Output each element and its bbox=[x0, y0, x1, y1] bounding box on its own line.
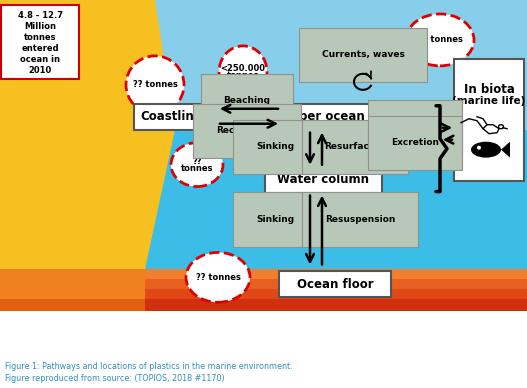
Text: ??: ?? bbox=[192, 157, 202, 166]
Text: Ocean floor: Ocean floor bbox=[297, 278, 373, 291]
Text: ?? tonnes: ?? tonnes bbox=[133, 80, 178, 89]
Ellipse shape bbox=[199, 120, 231, 132]
Text: Million: Million bbox=[24, 23, 56, 31]
Polygon shape bbox=[0, 269, 145, 299]
Text: In biota: In biota bbox=[464, 83, 514, 96]
FancyBboxPatch shape bbox=[134, 104, 216, 130]
Text: tonnes: tonnes bbox=[227, 71, 259, 80]
Polygon shape bbox=[501, 142, 510, 158]
Ellipse shape bbox=[234, 120, 266, 132]
Text: Currents, waves: Currents, waves bbox=[321, 50, 404, 59]
Ellipse shape bbox=[169, 120, 201, 132]
Bar bbox=[0, 0, 527, 130]
Text: Figure 1: Pathways and locations of plastics in the marine environment.: Figure 1: Pathways and locations of plas… bbox=[5, 362, 293, 371]
Text: Coastlines: Coastlines bbox=[141, 110, 209, 123]
Text: Sinking: Sinking bbox=[256, 215, 294, 224]
FancyBboxPatch shape bbox=[265, 104, 382, 130]
Bar bbox=[0, 289, 527, 299]
Text: tonnes: tonnes bbox=[181, 164, 213, 173]
Ellipse shape bbox=[219, 46, 267, 98]
Ellipse shape bbox=[171, 143, 223, 187]
Ellipse shape bbox=[406, 14, 474, 66]
FancyBboxPatch shape bbox=[279, 271, 391, 297]
Ellipse shape bbox=[477, 146, 481, 150]
Bar bbox=[0, 269, 527, 279]
Ellipse shape bbox=[269, 120, 301, 132]
Text: ?? tonnes: ?? tonnes bbox=[196, 273, 240, 282]
Polygon shape bbox=[0, 299, 145, 311]
Text: Ingestion: Ingestion bbox=[391, 122, 439, 131]
Bar bbox=[0, 299, 527, 311]
FancyBboxPatch shape bbox=[265, 166, 382, 192]
Text: entered: entered bbox=[21, 44, 59, 54]
Bar bbox=[0, 130, 527, 299]
Text: Recapturing: Recapturing bbox=[216, 126, 278, 135]
Text: Beaching: Beaching bbox=[223, 96, 270, 105]
FancyBboxPatch shape bbox=[1, 5, 79, 79]
FancyBboxPatch shape bbox=[454, 59, 524, 180]
Text: Water column: Water column bbox=[277, 173, 369, 186]
Text: Resurfacing: Resurfacing bbox=[325, 142, 385, 151]
Text: Figure reproduced from source: (TOPIOS, 2018 #1170): Figure reproduced from source: (TOPIOS, … bbox=[5, 374, 225, 383]
Text: 2010: 2010 bbox=[28, 66, 52, 75]
Text: Upper ocean: Upper ocean bbox=[281, 110, 365, 123]
Text: (marine life): (marine life) bbox=[452, 96, 526, 106]
Ellipse shape bbox=[374, 120, 406, 132]
Text: ocean in: ocean in bbox=[20, 55, 60, 64]
Text: <250.000: <250.000 bbox=[220, 64, 266, 73]
Ellipse shape bbox=[339, 120, 371, 132]
Bar bbox=[0, 279, 527, 289]
Ellipse shape bbox=[471, 142, 501, 158]
Text: tonnes: tonnes bbox=[24, 33, 56, 42]
Ellipse shape bbox=[186, 253, 250, 302]
Ellipse shape bbox=[126, 56, 184, 114]
Text: Resuspension: Resuspension bbox=[325, 215, 395, 224]
Text: 4.8 - 12.7: 4.8 - 12.7 bbox=[17, 12, 63, 21]
Text: ?? tonnes: ?? tonnes bbox=[417, 35, 462, 44]
Ellipse shape bbox=[304, 120, 336, 132]
Polygon shape bbox=[0, 0, 175, 269]
Text: Sinking: Sinking bbox=[256, 142, 294, 151]
Text: Excretion: Excretion bbox=[391, 138, 439, 147]
